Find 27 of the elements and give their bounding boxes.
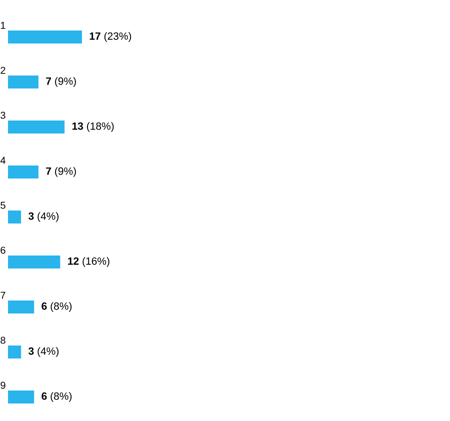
y-tick-label: 6 (0, 246, 6, 254)
bar (8, 76, 38, 88)
data-label: 6 (8%) (42, 392, 72, 402)
bar (8, 256, 60, 268)
y-tick-label: 7 (0, 292, 6, 299)
data-label: 13 (18%) (72, 122, 114, 132)
y-tick-label: 1 (0, 22, 6, 29)
bar (8, 30, 82, 44)
bar (8, 300, 34, 314)
data-label: 17 (23%) (90, 32, 132, 42)
data-label: 3 (4%) (28, 347, 59, 357)
data-label: 12 (16%) (68, 257, 110, 267)
data-label: 7 (9%) (46, 167, 76, 177)
y-tick-label: 9 (0, 382, 6, 389)
y-tick-label: 8 (0, 336, 6, 344)
bar (8, 390, 34, 404)
y-tick-label: 5 (0, 202, 6, 209)
bar (8, 210, 22, 224)
bar (8, 346, 22, 358)
data-label: 7 (9%) (46, 77, 76, 87)
y-tick-label: 2 (0, 66, 6, 74)
y-tick-label: 4 (0, 156, 6, 164)
data-label: 3 (4%) (28, 212, 59, 222)
bar (8, 166, 38, 178)
data-label: 6 (8%) (42, 302, 72, 312)
y-tick-label: 3 (0, 112, 6, 119)
bar (8, 120, 65, 134)
